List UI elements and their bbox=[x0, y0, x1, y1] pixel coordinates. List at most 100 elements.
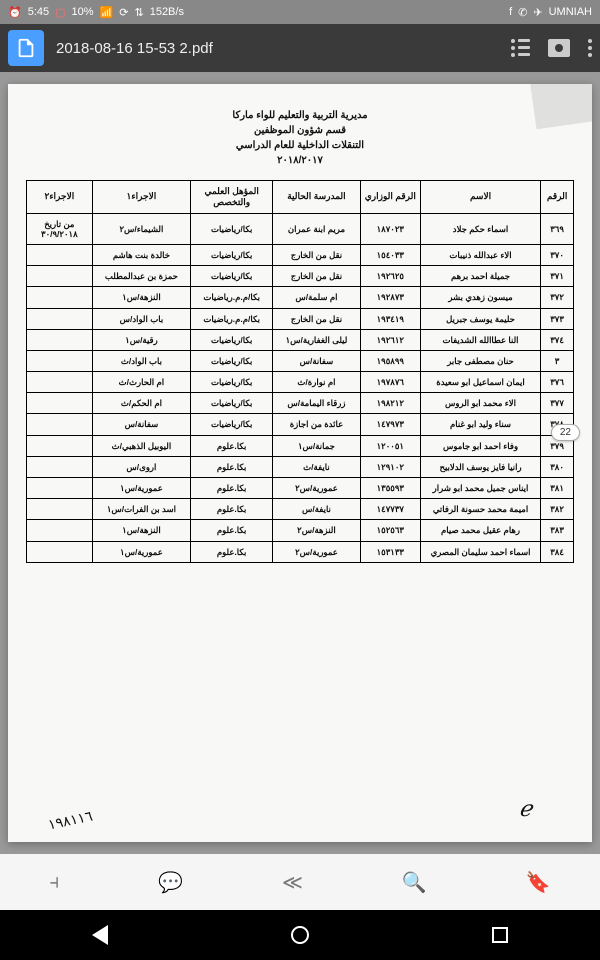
cell-a1: ام الحارث/ث bbox=[92, 372, 190, 393]
status-battery-icon: ▢ bbox=[55, 6, 65, 19]
nav-recent-icon[interactable] bbox=[492, 927, 508, 943]
cell-a2 bbox=[27, 520, 93, 541]
comment-icon[interactable]: 💬 bbox=[158, 870, 183, 895]
cell-min: ١٩٣٤١٩ bbox=[360, 308, 420, 329]
cell-a1: خالدة بنت هاشم bbox=[92, 244, 190, 265]
app-actions bbox=[511, 39, 592, 57]
cell-school: ام نوارة/ث bbox=[273, 372, 361, 393]
cell-school: سفانة/س bbox=[273, 350, 361, 371]
table-row: ٣٨٤اسماء احمد سليمان المصري١٥٣١٣٣عمورية/… bbox=[27, 541, 574, 562]
cell-a1: اسد بن الفرات/س١ bbox=[92, 499, 190, 520]
reflow-icon[interactable]: ⫞ bbox=[49, 871, 59, 894]
cell-qual: بكا/م.م.رياضيات bbox=[191, 287, 273, 308]
share-icon[interactable]: ≪ bbox=[282, 870, 303, 895]
cell-num: ٣٨٣ bbox=[541, 520, 574, 541]
status-battery: 10% bbox=[72, 6, 94, 18]
th-qual: المؤهل العلمي والتخصص bbox=[191, 181, 273, 214]
nav-back-icon[interactable] bbox=[92, 925, 108, 945]
cell-a2: من تاريخ ٣٠/٩/٢٠١٨ bbox=[27, 213, 93, 244]
cell-num: ٣٧٦ bbox=[541, 372, 574, 393]
cell-qual: بكا.علوم bbox=[191, 499, 273, 520]
table-row: ٣٨١ايناس جميل محمد ابو شرار١٣٥٥٩٣عمورية/… bbox=[27, 478, 574, 499]
document-viewer[interactable]: مديرية التربية والتعليم للواء ماركا قسم … bbox=[0, 72, 600, 854]
document-icon bbox=[15, 37, 37, 59]
status-time: 5:45 bbox=[28, 6, 49, 18]
cell-a1: حمزة بن عبدالمطلب bbox=[92, 266, 190, 287]
th-school: المدرسة الحالية bbox=[273, 181, 361, 214]
cell-num: ٣٨٠ bbox=[541, 456, 574, 477]
table-row: ٣٧٩وفاء احمد ابو جاموس١٢٠٠٥١جمانة/س١بكا.… bbox=[27, 435, 574, 456]
th-a1: الاجراء١ bbox=[92, 181, 190, 214]
cell-qual: بكا/رياضيات bbox=[191, 414, 273, 435]
doc-h1: مديرية التربية والتعليم للواء ماركا bbox=[26, 108, 574, 123]
table-row: ٣٧٨سناء وليد ابو غنام١٤٧٩٧٣عائدة من اجاز… bbox=[27, 414, 574, 435]
cell-num: ٣ bbox=[541, 350, 574, 371]
cell-qual: بكا/رياضيات bbox=[191, 393, 273, 414]
cell-school: نقل من الخارج bbox=[273, 266, 361, 287]
document-page: مديرية التربية والتعليم للواء ماركا قسم … bbox=[8, 84, 592, 842]
cell-min: ١٤٧٩٧٣ bbox=[360, 414, 420, 435]
table-header-row: الرقم الاسم الرقم الوزاري المدرسة الحالي… bbox=[27, 181, 574, 214]
signature-left: ١٩٨١١٦ bbox=[47, 808, 95, 834]
table-row: ٣٧٢ميسون زهدي بشر١٩٢٨٧٣ام سلمة/سبكا/م.م.… bbox=[27, 287, 574, 308]
app-icon[interactable] bbox=[8, 30, 44, 66]
list-view-icon[interactable] bbox=[511, 39, 530, 57]
bookmark-icon[interactable]: 🔖 bbox=[526, 870, 551, 895]
cell-school: نقل من الخارج bbox=[273, 308, 361, 329]
app-bar: 2018-08-16 15-53 2.pdf bbox=[0, 24, 600, 72]
status-fb-icon: f bbox=[509, 6, 512, 18]
cell-a2 bbox=[27, 287, 93, 308]
cell-a2 bbox=[27, 244, 93, 265]
cell-qual: بكا.علوم bbox=[191, 541, 273, 562]
status-whatsapp-icon: ✆ bbox=[518, 6, 527, 19]
cell-a2 bbox=[27, 266, 93, 287]
cell-num: ٣٦٩ bbox=[541, 213, 574, 244]
cell-qual: بكا/رياضيات bbox=[191, 329, 273, 350]
cell-qual: بكا/رياضيات bbox=[191, 213, 273, 244]
status-telegram-icon: ✈ bbox=[533, 6, 542, 19]
doc-h3: التنقلات الداخلية للعام الدراسي bbox=[26, 138, 574, 153]
table-row: ٣حنان مصطفى جابر١٩٥٨٩٩سفانة/سبكا/رياضيات… bbox=[27, 350, 574, 371]
cell-min: ١٩٢٦٢٥ bbox=[360, 266, 420, 287]
cell-a1: اروى/س bbox=[92, 456, 190, 477]
table-row: ٣٧٦ايمان اسماعيل ابو سعيدة١٩٧٨٧٦ام نوارة… bbox=[27, 372, 574, 393]
cell-a1: عمورية/س١ bbox=[92, 478, 190, 499]
table-row: ٣٨٠رانيا فايز يوسف الدلابيح١٢٩١٠٢نايفة/ث… bbox=[27, 456, 574, 477]
document-header: مديرية التربية والتعليم للواء ماركا قسم … bbox=[26, 108, 574, 168]
signature-right: ℯ bbox=[519, 796, 532, 822]
cell-a1: باب الواد/ث bbox=[92, 350, 190, 371]
status-alarm-icon: ⏰ bbox=[8, 6, 22, 19]
th-name: الاسم bbox=[420, 181, 540, 214]
overflow-menu-icon[interactable] bbox=[588, 39, 592, 57]
cell-school: ام سلمة/س bbox=[273, 287, 361, 308]
table-row: ٣٨٢اميمة محمد حسونة الرفاتي١٤٧٧٣٧نايفة/س… bbox=[27, 499, 574, 520]
cell-a2 bbox=[27, 350, 93, 371]
cell-school: نقل من الخارج bbox=[273, 244, 361, 265]
cell-num: ٣٧١ bbox=[541, 266, 574, 287]
cell-name: ميسون زهدي بشر bbox=[420, 287, 540, 308]
doc-h4: ٢٠١٨/٢٠١٧ bbox=[26, 153, 574, 168]
cell-a2 bbox=[27, 308, 93, 329]
cell-num: ٣٨٤ bbox=[541, 541, 574, 562]
th-ministry: الرقم الوزاري bbox=[360, 181, 420, 214]
cell-min: ١٢٠٠٥١ bbox=[360, 435, 420, 456]
table-row: ٣٦٩اسماء حكم جلاد١٨٧٠٢٣مريم ابنة عمرانبك… bbox=[27, 213, 574, 244]
th-a2: الاجراء٢ bbox=[27, 181, 93, 214]
cell-name: ايناس جميل محمد ابو شرار bbox=[420, 478, 540, 499]
search-icon[interactable]: 🔍 bbox=[402, 870, 427, 895]
cell-min: ١٩٧٨٧٦ bbox=[360, 372, 420, 393]
cell-qual: بكا.علوم bbox=[191, 456, 273, 477]
cell-min: ١٣٥٥٩٣ bbox=[360, 478, 420, 499]
cell-a1: عمورية/س١ bbox=[92, 541, 190, 562]
cell-min: ١٨٧٠٢٣ bbox=[360, 213, 420, 244]
cell-min: ١٥٣١٣٣ bbox=[360, 541, 420, 562]
transfers-table: الرقم الاسم الرقم الوزاري المدرسة الحالي… bbox=[26, 180, 574, 563]
cell-school: عمورية/س٢ bbox=[273, 478, 361, 499]
camera-icon[interactable] bbox=[548, 39, 570, 57]
doc-h2: قسم شؤون الموظفين bbox=[26, 123, 574, 138]
nav-home-icon[interactable] bbox=[291, 926, 309, 944]
cell-a1: اليوبيل الذهبي/ث bbox=[92, 435, 190, 456]
cell-a1: النزهة/س١ bbox=[92, 520, 190, 541]
cell-a1: رقية/س١ bbox=[92, 329, 190, 350]
status-arrows-icon: ⇅ bbox=[134, 6, 143, 19]
